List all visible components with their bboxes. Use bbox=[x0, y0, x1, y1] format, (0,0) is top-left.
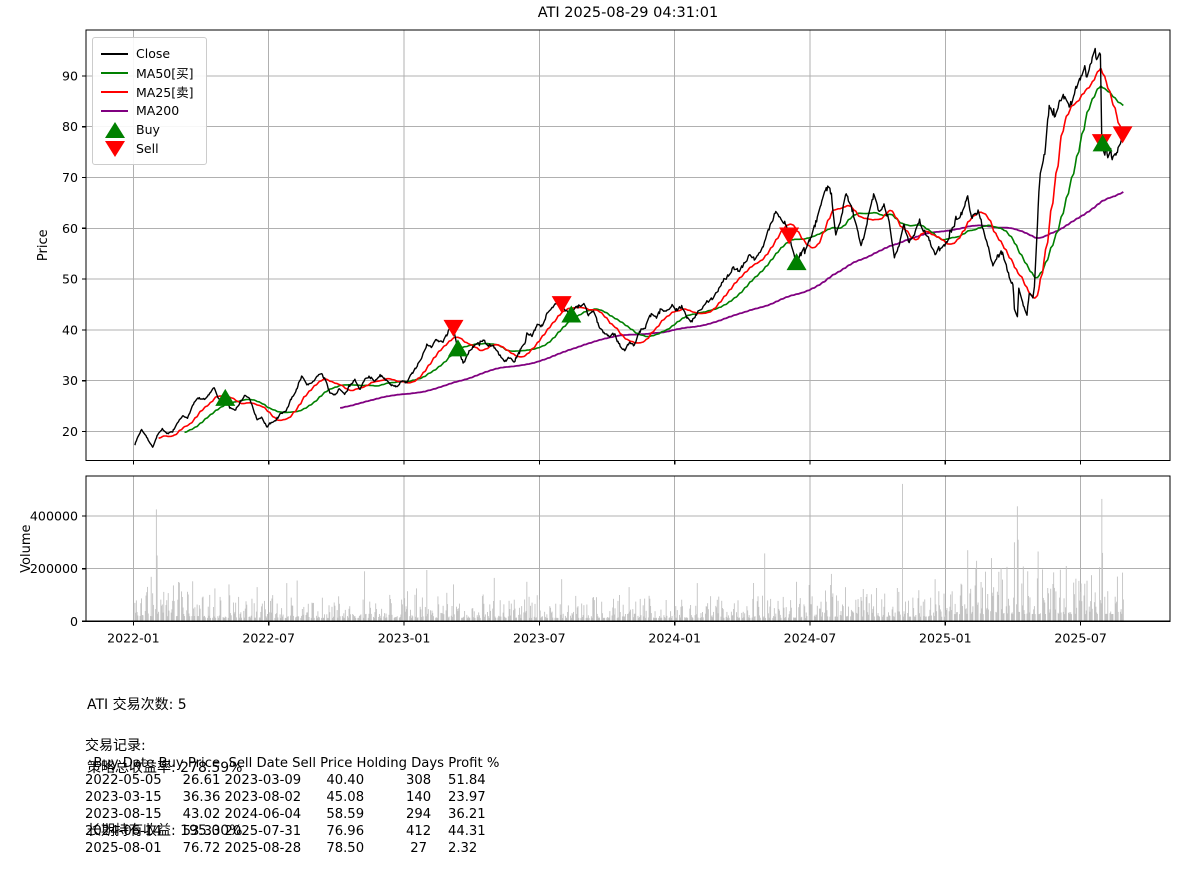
price-tick-label: 60 bbox=[62, 221, 78, 236]
chart-title: ATI 2025-08-29 04:31:01 bbox=[537, 5, 719, 21]
trade-records: 交易记录: Buy Date Buy Price Sell Date Sell … bbox=[85, 737, 499, 857]
volume-bars bbox=[134, 483, 1124, 622]
volume-tick-label: 0 bbox=[70, 614, 78, 629]
legend: Close MA50[买] MA25[卖] MA200 Buy Sell bbox=[92, 37, 207, 165]
legend-label: MA25[卖] bbox=[136, 85, 194, 100]
trade-table-row: 2023-03-15 36.36 2023-08-02 45.08 140 23… bbox=[85, 790, 486, 805]
sell-marker-icon bbox=[443, 319, 464, 337]
buy-markers bbox=[215, 134, 1113, 406]
date-tick-label: 2025-07 bbox=[1054, 630, 1107, 645]
trade-records-heading: 交易记录: bbox=[85, 738, 146, 754]
trade-table: Buy Date Buy Price Sell Date Sell Price … bbox=[85, 755, 499, 857]
price-tick-label: 50 bbox=[62, 272, 78, 287]
close-line bbox=[134, 47, 1124, 448]
stat-trade-count: ATI 交易次数: 5 bbox=[87, 697, 187, 713]
price-tick-label: 70 bbox=[62, 170, 78, 185]
volume-tick-label: 400000 bbox=[30, 509, 78, 524]
date-tick-label: 2023-07 bbox=[513, 630, 566, 645]
volume-axis-label: Volume bbox=[19, 524, 34, 572]
legend-label: Sell bbox=[136, 141, 159, 156]
price-tick-label: 90 bbox=[62, 68, 78, 83]
trade-table-row: 2023-08-15 43.02 2024-06-04 58.59 294 36… bbox=[85, 807, 486, 822]
trade-table-row: 2022-05-05 26.61 2023-03-09 40.40 308 51… bbox=[85, 773, 486, 788]
price-tick-label: 20 bbox=[62, 424, 78, 439]
legend-label: MA50[买] bbox=[136, 66, 194, 81]
legend-label: MA200 bbox=[136, 103, 180, 118]
legend-item-buy: Buy bbox=[101, 120, 194, 139]
date-tick-label: 2022-01 bbox=[107, 630, 160, 645]
strategy-stats: ATI 交易次数: 5 策略总收益率: 278.59% 长期持有收益: 195.… bbox=[87, 653, 242, 884]
date-tick-label: 2024-01 bbox=[648, 630, 701, 645]
buy-marker-icon bbox=[786, 253, 807, 271]
buy-marker-icon bbox=[447, 339, 468, 357]
price-tick-label: 40 bbox=[62, 322, 78, 337]
sell-marker-icon bbox=[551, 296, 572, 314]
buy-marker-icon bbox=[561, 305, 582, 323]
sell-triangle-icon bbox=[104, 140, 125, 157]
buy-marker-icon bbox=[215, 388, 236, 406]
trade-table-row: 2025-08-01 76.72 2025-08-28 78.50 27 2.3… bbox=[85, 841, 478, 856]
legend-item-close: Close bbox=[101, 44, 194, 63]
legend-line-swatch bbox=[101, 71, 128, 74]
tick-marks bbox=[82, 75, 1082, 626]
sell-marker-icon bbox=[1112, 126, 1133, 144]
stat-strategy-return: 策略总收益率: 278.59% bbox=[87, 760, 243, 776]
trade-table-row: 2024-06-14 53.33 2025-07-31 76.96 412 44… bbox=[85, 824, 486, 839]
date-tick-label: 2025-01 bbox=[919, 630, 972, 645]
legend-label: Buy bbox=[136, 122, 160, 137]
price-axis-label: Price bbox=[36, 229, 51, 261]
date-tick-label: 2022-07 bbox=[242, 630, 295, 645]
legend-line-swatch bbox=[101, 90, 128, 93]
legend-item-ma50: MA50[买] bbox=[101, 63, 194, 82]
date-tick-label: 2024-07 bbox=[784, 630, 837, 645]
buy-triangle-icon bbox=[104, 121, 125, 138]
sell-markers bbox=[443, 126, 1133, 337]
trade-table-header: Buy Date Buy Price Sell Date Sell Price … bbox=[85, 756, 500, 771]
sell-marker-icon bbox=[779, 227, 800, 245]
legend-label: Close bbox=[136, 46, 171, 61]
ma25-line bbox=[158, 67, 1125, 439]
legend-line-swatch bbox=[101, 109, 128, 112]
legend-item-ma25: MA25[卖] bbox=[101, 82, 194, 101]
legend-item-ma200: MA200 bbox=[101, 101, 194, 120]
date-tick-label: 2023-01 bbox=[378, 630, 431, 645]
volume-tick-label: 200000 bbox=[30, 561, 78, 576]
axis-tick-labels: 20 30 40 50 60 70 80 90 0 200000 400000 2022-01 2022… bbox=[19, 68, 1107, 645]
price-tick-label: 80 bbox=[62, 119, 78, 134]
buy-marker-icon bbox=[1092, 134, 1113, 152]
stat-buyhold-return: 长期持有收益: 195.00% bbox=[87, 823, 243, 839]
price-tick-label: 30 bbox=[62, 373, 78, 388]
legend-line-swatch bbox=[101, 52, 128, 55]
panel-borders bbox=[85, 29, 1171, 623]
legend-item-sell: Sell bbox=[101, 139, 194, 158]
